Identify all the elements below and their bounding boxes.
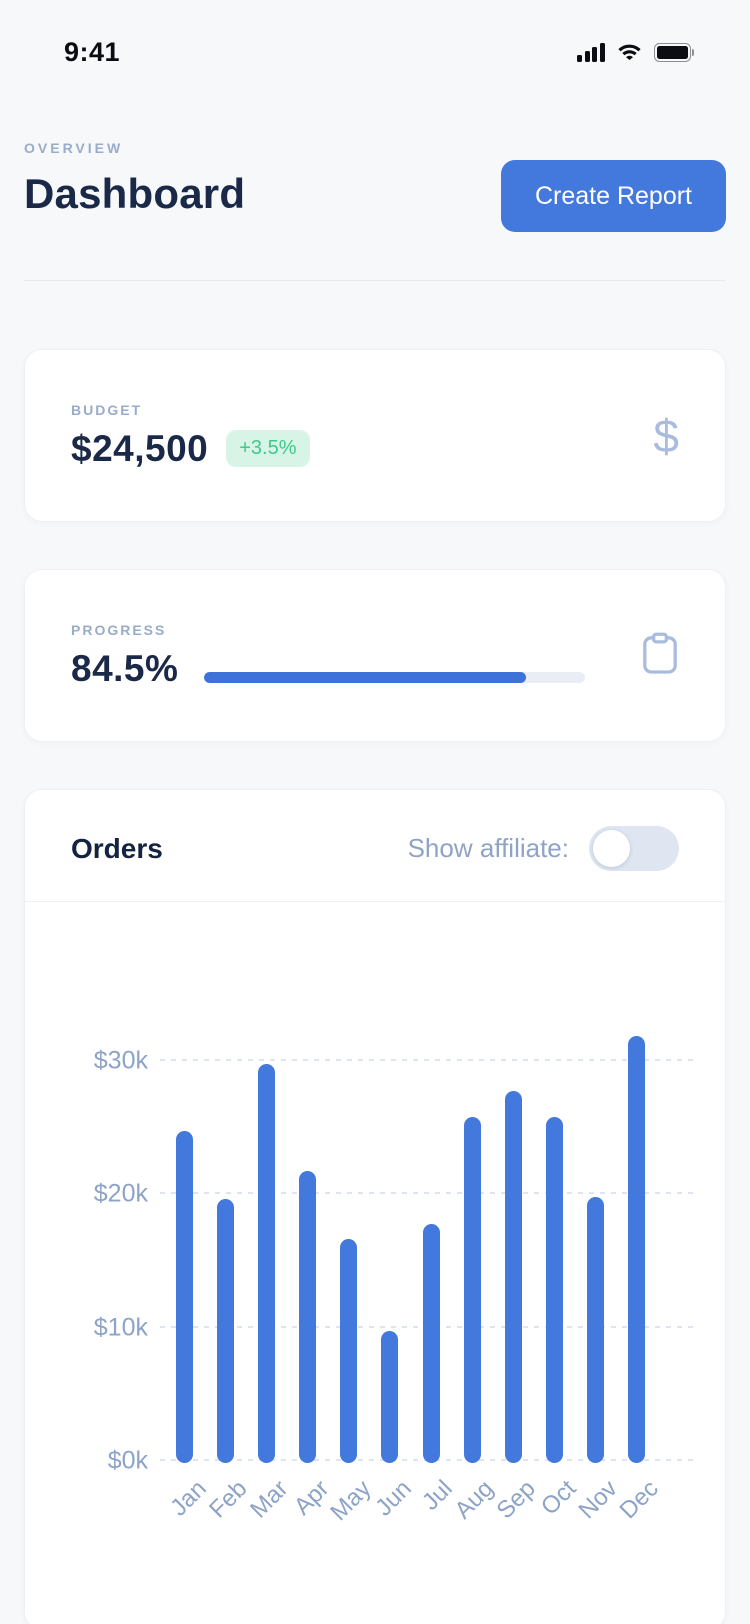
budget-label: BUDGET <box>71 401 143 418</box>
show-affiliate-label: Show affiliate: <box>407 833 569 863</box>
x-tick-label: Feb <box>204 1475 253 1524</box>
gridline <box>160 1058 699 1061</box>
x-tick-label: May <box>324 1475 376 1527</box>
cellular-signal-icon <box>577 42 605 62</box>
progress-label: PROGRESS <box>71 621 167 638</box>
budget-delta-badge: +3.5% <box>226 430 310 467</box>
y-tick-label: $30k <box>93 1046 148 1075</box>
clipboard-icon <box>641 631 679 680</box>
battery-icon <box>653 42 694 62</box>
create-report-button[interactable]: Create Report <box>500 160 726 232</box>
x-tick-label: Mar <box>245 1475 294 1524</box>
bar-sep <box>504 1090 522 1463</box>
gridline <box>160 1192 699 1195</box>
x-tick-label: Jun <box>370 1475 418 1522</box>
x-tick-label: Nov <box>573 1475 623 1525</box>
bar-nov <box>586 1197 604 1463</box>
budget-card: BUDGET $24,500 +3.5% $ <box>24 349 726 522</box>
page-title: Dashboard <box>24 170 246 217</box>
status-icons <box>577 40 694 65</box>
page-header: OVERVIEW Dashboard Create Report <box>0 90 750 232</box>
status-bar: 9:41 <box>0 0 750 90</box>
bar-apr <box>299 1170 317 1463</box>
header-divider <box>24 280 726 281</box>
bar-jan <box>176 1130 194 1463</box>
status-time: 9:41 <box>64 36 121 67</box>
x-tick-label: Apr <box>289 1475 335 1521</box>
orders-chart-x-axis: Jan Feb Mar Apr May Jun Jul Aug Sep Oct Nov Dec <box>164 1461 663 1557</box>
orders-title: Orders <box>71 832 163 864</box>
bar-oct <box>545 1117 563 1463</box>
bar-jun <box>381 1330 399 1463</box>
bar-may <box>340 1238 358 1463</box>
orders-card: Orders Show affiliate: $0k $10k $20k $30k J… <box>24 789 726 1624</box>
x-tick-label: Jan <box>165 1475 212 1522</box>
toggle-knob <box>593 830 630 867</box>
progress-bar-fill <box>204 672 526 683</box>
y-tick-label: $20k <box>93 1179 148 1208</box>
budget-value: $24,500 <box>71 427 209 469</box>
y-tick-label: $10k <box>93 1313 148 1342</box>
show-affiliate-toggle[interactable] <box>589 826 679 871</box>
progress-value: 84.5% <box>71 647 179 689</box>
x-tick-label: Jul <box>417 1475 459 1516</box>
bar-dec <box>627 1036 645 1463</box>
progress-bar <box>204 672 585 683</box>
x-tick-label: Oct <box>535 1475 582 1521</box>
y-tick-label: $0k <box>107 1446 148 1475</box>
wifi-icon <box>616 40 643 65</box>
bar-jul <box>422 1224 440 1463</box>
x-tick-label: Aug <box>449 1475 500 1525</box>
progress-card: PROGRESS 84.5% <box>24 569 726 742</box>
orders-chart-plot: $0k $10k $20k $30k <box>94 998 699 1475</box>
x-tick-label: Dec <box>614 1475 664 1525</box>
bar-aug <box>463 1117 481 1463</box>
bar-feb <box>217 1198 235 1463</box>
overview-eyebrow: OVERVIEW <box>24 140 124 156</box>
bar-mar <box>258 1064 276 1463</box>
orders-header-divider <box>25 901 725 902</box>
dollar-icon: $ <box>653 409 679 462</box>
x-tick-label: Sep <box>491 1475 541 1525</box>
